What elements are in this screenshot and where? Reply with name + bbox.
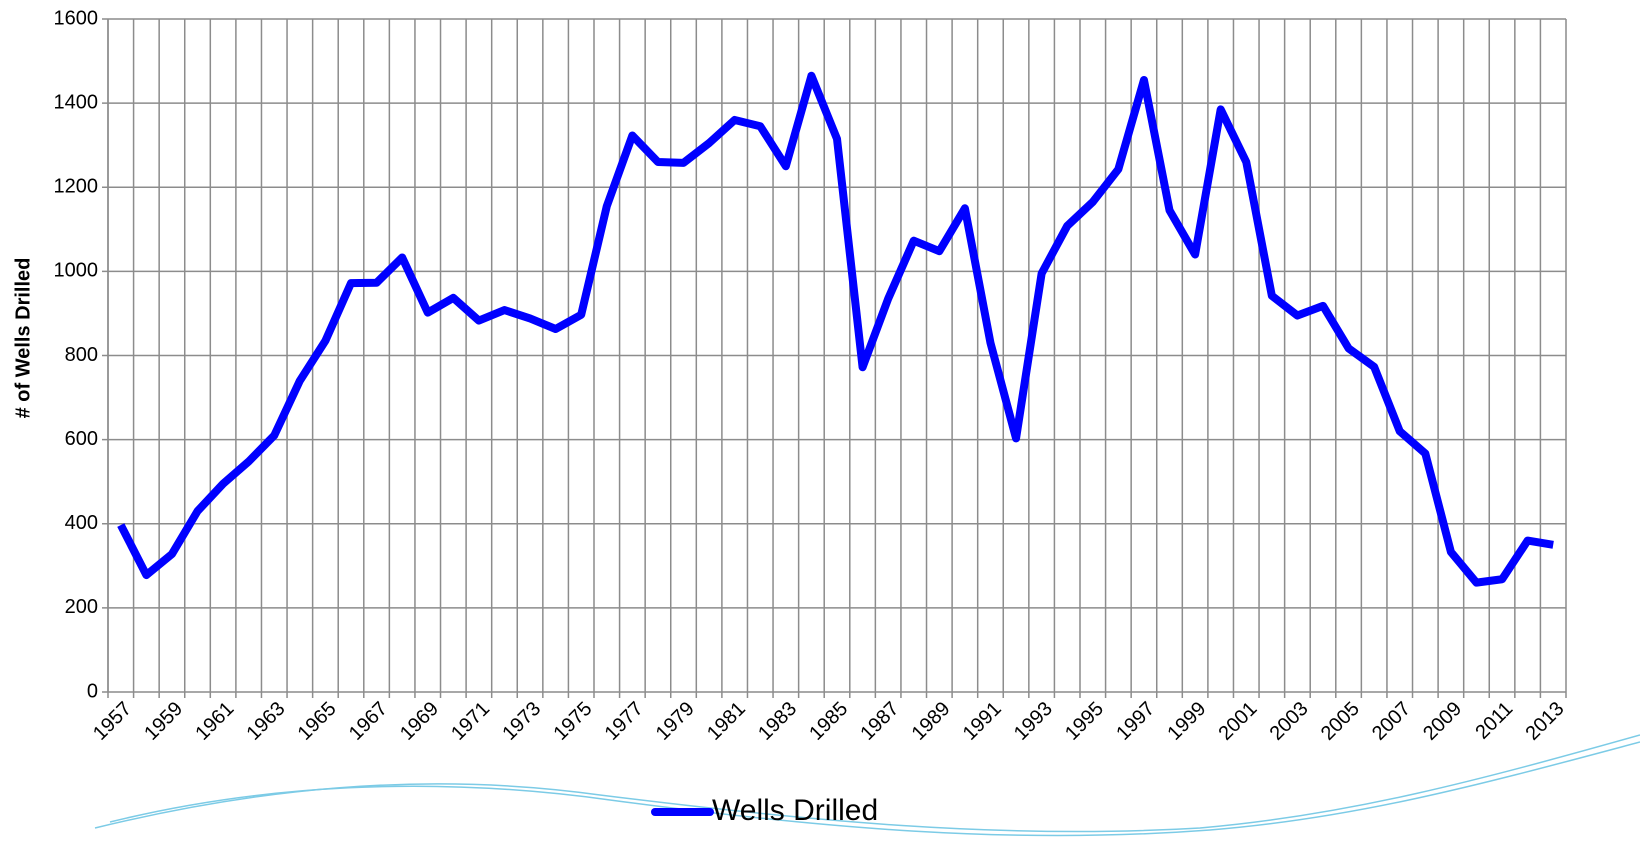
x-tick-label: 1957	[89, 698, 136, 745]
x-tick-label: 1959	[140, 698, 187, 745]
y-tick-label: 1000	[54, 260, 99, 282]
x-tick-label: 1975	[549, 698, 596, 745]
y-tick-label: 1600	[54, 7, 99, 29]
x-tick-label: 1987	[856, 698, 903, 745]
y-tick-label: 800	[65, 344, 98, 366]
x-tick-label: 2013	[1521, 698, 1568, 745]
decoration	[109, 741, 1640, 837]
x-tick-label: 2005	[1317, 698, 1364, 745]
y-tick-label: 0	[87, 680, 98, 702]
y-tick-label: 400	[65, 512, 98, 534]
x-tick-label: 1983	[754, 698, 801, 745]
y-tick-label: 1200	[54, 176, 99, 198]
x-tick-label: 1961	[191, 698, 238, 745]
x-tick-label: 1999	[1163, 698, 1210, 745]
x-tick-label: 2003	[1266, 698, 1313, 745]
x-tick-label: 1963	[243, 698, 290, 745]
x-tick-label: 1993	[1010, 698, 1057, 745]
legend-label: Wells Drilled	[712, 794, 878, 827]
y-tick-label: 1400	[54, 91, 99, 113]
x-tick-label: 1989	[908, 698, 955, 745]
x-tick-label: 1969	[396, 698, 443, 745]
x-tick-label: 1967	[345, 698, 392, 745]
x-tick-label: 1965	[294, 698, 341, 745]
y-axis-title: # of Wells Drilled	[12, 258, 34, 419]
y-tick-label: 200	[65, 596, 98, 618]
x-tick-label: 1979	[652, 698, 699, 745]
x-tick-label: 1991	[959, 698, 1006, 745]
x-tick-label: 2007	[1368, 698, 1415, 745]
x-tick-label: 1973	[498, 698, 545, 745]
x-tick-label: 1971	[447, 698, 494, 745]
x-tick-label: 1977	[601, 698, 648, 745]
y-tick-label: 600	[65, 428, 98, 450]
data-line	[117, 71, 1554, 587]
x-tick-label: 1985	[805, 698, 852, 745]
x-tick-label: 2009	[1419, 698, 1466, 745]
x-tick-label: 2001	[1215, 698, 1262, 745]
x-tick-label: 1981	[703, 698, 750, 745]
x-tick-label: 1995	[1061, 698, 1108, 745]
x-tick-label: 1997	[1112, 698, 1159, 745]
x-tick-label: 2011	[1471, 698, 1517, 744]
